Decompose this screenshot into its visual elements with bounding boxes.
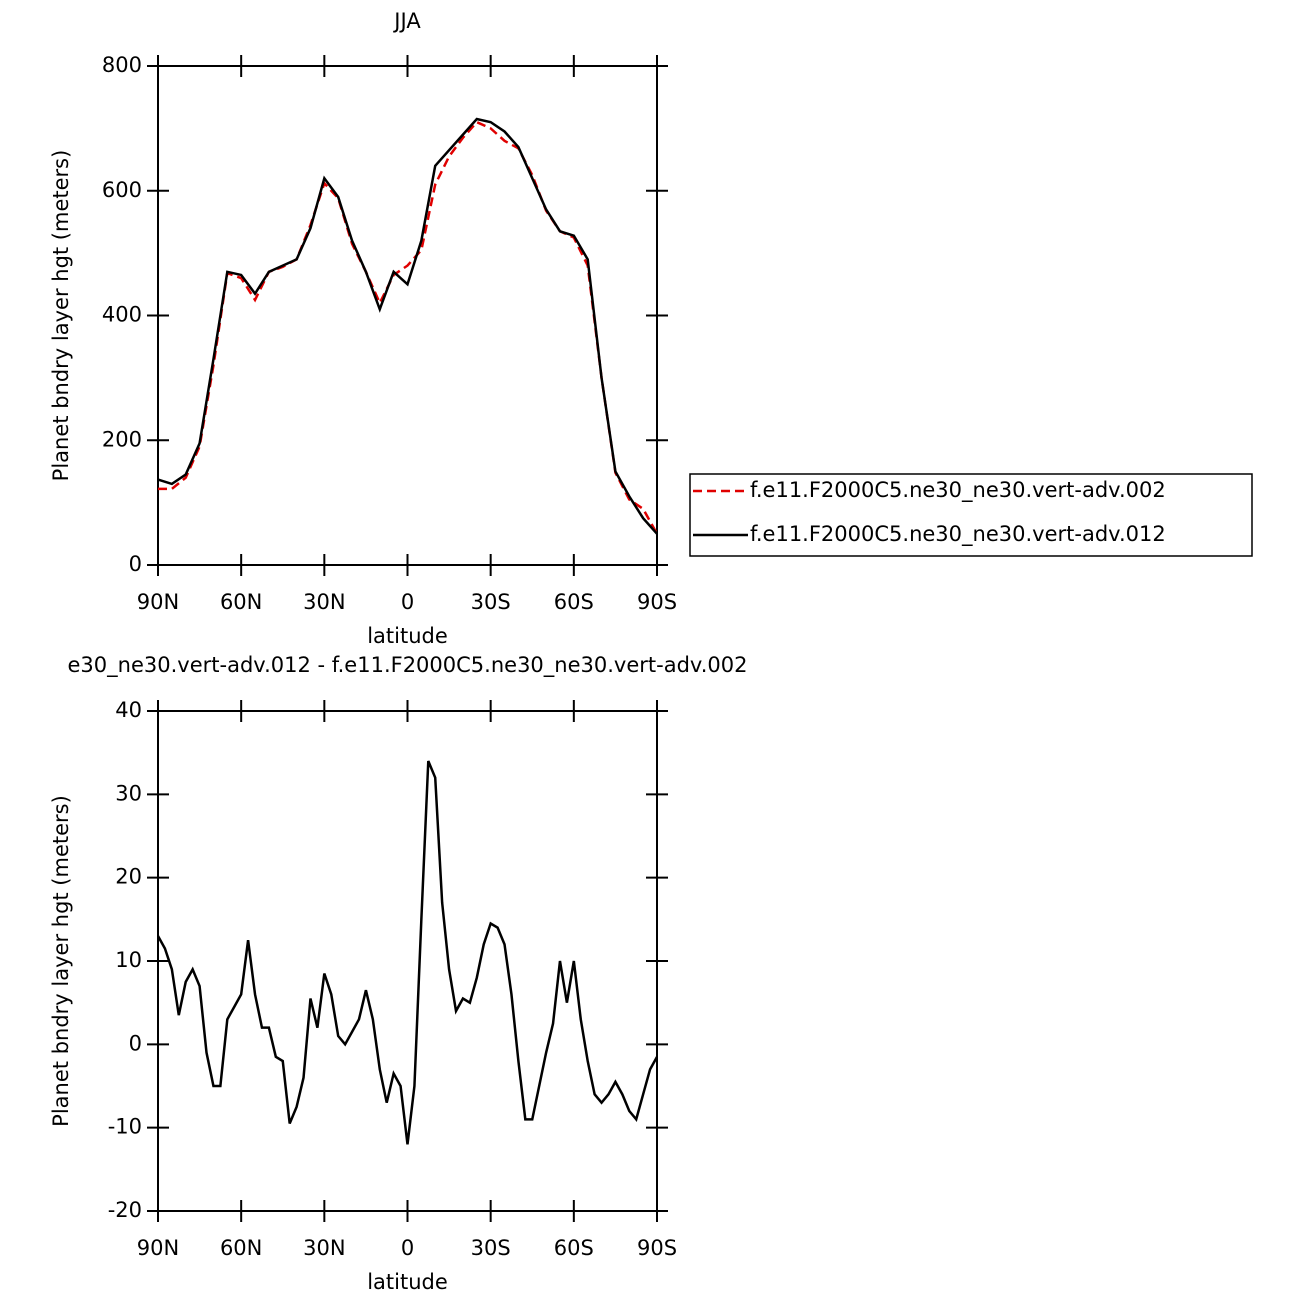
x-tick-label: 60N <box>220 590 262 614</box>
y-tick-label: 600 <box>102 178 142 202</box>
y-tick-label: 20 <box>115 865 142 889</box>
chart-title: JJA <box>392 9 421 33</box>
y-tick-label: 40 <box>115 698 142 722</box>
y-axis-label: Planet bndry layer hgt (meters) <box>49 150 73 482</box>
plot-frame <box>157 710 658 1212</box>
y-tick-label: 800 <box>102 53 142 77</box>
x-tick-label: 30S <box>471 590 511 614</box>
x-tick-label: 90S <box>637 590 677 614</box>
x-tick-label: 60S <box>554 1236 594 1260</box>
x-tick-label: 30S <box>471 1236 511 1260</box>
y-axis-label: Planet bndry layer hgt (meters) <box>49 795 73 1127</box>
y-tick-label: 400 <box>102 303 142 327</box>
x-tick-label: 0 <box>401 590 414 614</box>
x-axis-label: latitude <box>367 1270 448 1294</box>
x-tick-label: 90N <box>137 1236 179 1260</box>
series-line <box>158 120 659 535</box>
x-tick-label: 0 <box>401 1236 414 1260</box>
y-tick-label: 200 <box>102 427 142 451</box>
series-line <box>157 117 658 535</box>
plot-frame <box>157 65 658 566</box>
y-tick-label: 0 <box>129 552 142 576</box>
x-tick-label: 30N <box>303 590 345 614</box>
y-tick-label: 10 <box>115 948 142 972</box>
x-axis-label: latitude <box>367 624 448 648</box>
x-tick-label: 90S <box>637 1236 677 1260</box>
legend-box <box>689 473 1253 557</box>
y-tick-label: -10 <box>108 1115 142 1139</box>
y-tick-label: -20 <box>108 1198 142 1222</box>
chart-title: e30_ne30.vert-adv.012 - f.e11.F2000C5.ne… <box>68 653 748 678</box>
legend-label: f.e11.F2000C5.ne30_ne30.vert-adv.012 <box>750 522 1166 547</box>
x-tick-label: 60S <box>554 590 594 614</box>
series-line <box>156 760 659 1145</box>
x-tick-label: 30N <box>303 1236 345 1260</box>
x-tick-label: 90N <box>137 590 179 614</box>
y-tick-label: 30 <box>115 781 142 805</box>
x-tick-label: 60N <box>220 1236 262 1260</box>
y-tick-label: 0 <box>129 1031 142 1055</box>
legend-label: f.e11.F2000C5.ne30_ne30.vert-adv.002 <box>750 478 1166 503</box>
